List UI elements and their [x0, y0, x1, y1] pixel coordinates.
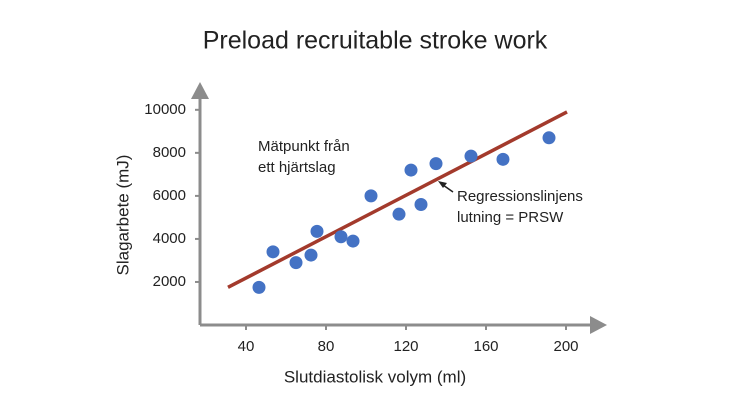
axes: [191, 82, 607, 334]
annotation: lutning = PRSW: [457, 209, 564, 226]
arrow-head: [438, 181, 447, 188]
data-point: [346, 234, 360, 248]
y-tick-label: 8000: [153, 144, 186, 161]
annotation: ett hjärtslag: [258, 159, 336, 176]
chart-title: Preload recruitable stroke work: [203, 27, 548, 55]
y-axis-arrow: [191, 82, 209, 99]
x-tick-label: 160: [473, 338, 498, 355]
data-point: [429, 157, 443, 171]
data-point: [252, 280, 266, 294]
y-axis-label: Slagarbete (mJ): [113, 155, 132, 276]
data-point: [334, 230, 348, 244]
annotation: Regressionslinjens: [457, 188, 583, 205]
annotation: Mätpunkt från: [258, 138, 350, 155]
y-tick-label: 2000: [153, 273, 186, 290]
data-point: [496, 152, 510, 166]
regression-line: [227, 110, 568, 289]
data-point: [266, 245, 280, 259]
data-point: [392, 207, 406, 221]
arrow-line: [442, 184, 454, 193]
data-point: [364, 189, 378, 203]
data-point: [304, 248, 318, 262]
data-point: [289, 256, 303, 270]
x-tick-label: 40: [238, 338, 255, 355]
y-tick-label: 10000: [144, 101, 186, 118]
x-tick-label: 80: [318, 338, 335, 355]
data-point: [404, 163, 418, 177]
y-tick-label: 6000: [153, 187, 186, 204]
y-tick-label: 4000: [153, 230, 186, 247]
data-point: [542, 131, 556, 145]
data-point: [414, 198, 428, 211]
data-point: [310, 224, 324, 238]
annotation-arrow: [438, 181, 454, 193]
x-axis-label: Slutdiastolisk volym (ml): [284, 367, 466, 386]
x-tick-label: 120: [393, 338, 418, 355]
x-tick-label: 200: [553, 338, 578, 355]
x-axis-arrow: [590, 316, 607, 334]
data-point: [464, 149, 478, 163]
